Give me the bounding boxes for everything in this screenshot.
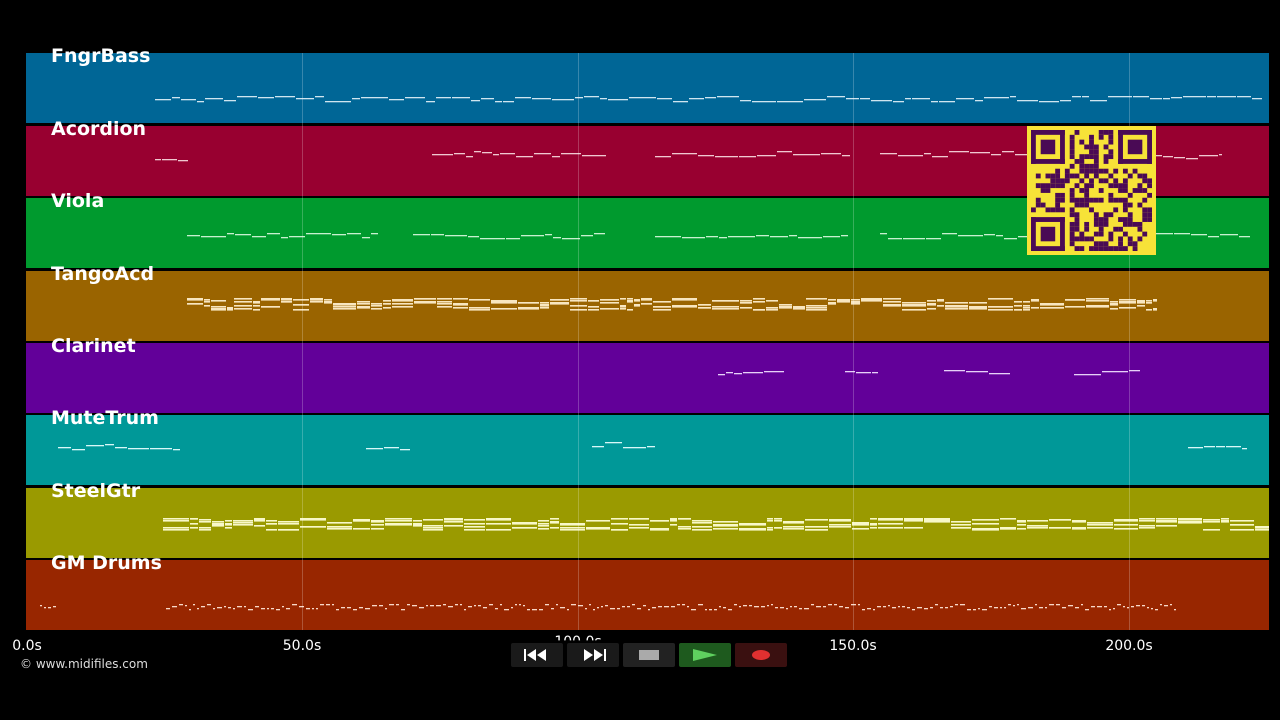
track-label: MuteTrum [51, 407, 159, 429]
track-label: SteelGtr [51, 480, 141, 502]
copyright-text: © www.midifiles.com [20, 657, 148, 671]
gridline [302, 53, 303, 630]
rewind-button[interactable] [511, 643, 563, 667]
rewind-icon [524, 649, 546, 661]
play-icon [693, 649, 717, 661]
fast-forward-button[interactable] [567, 643, 619, 667]
track-label: Viola [51, 190, 105, 212]
gridline [1129, 53, 1130, 630]
gridline [578, 53, 579, 630]
track-label: Acordion [51, 118, 147, 140]
transport-controls [511, 643, 787, 667]
gridline [853, 53, 854, 630]
track-label: FngrBass [51, 45, 151, 67]
play-button[interactable] [679, 643, 731, 667]
qr-code-pattern [1031, 130, 1152, 251]
time-tick-label: 200.0s [1105, 638, 1153, 654]
track-lane-steelgtr: SteelGtr [26, 480, 1269, 558]
record-icon [752, 650, 770, 660]
track-label: Clarinet [51, 335, 136, 357]
track-lane-fngrbass: FngrBass [26, 45, 1269, 123]
stop-button[interactable] [623, 643, 675, 667]
qr-code [1027, 126, 1156, 255]
track-label: TangoAcd [51, 263, 155, 285]
time-tick-label: 150.0s [829, 638, 877, 654]
track-lane-clarinet: Clarinet [26, 335, 1269, 413]
track-lane-gm-drums: GM Drums [26, 552, 1269, 630]
time-tick-label: 0.0s [12, 638, 42, 654]
track-label: GM Drums [51, 552, 162, 574]
fast-forward-icon [584, 649, 606, 661]
track-lane-tangoacd: TangoAcd [26, 263, 1269, 341]
record-button[interactable] [735, 643, 787, 667]
stop-icon [639, 650, 659, 660]
time-tick-label: 50.0s [282, 638, 322, 654]
time-tick-label: 100.0s [554, 634, 602, 650]
track-lane-mutetrum: MuteTrum [26, 407, 1269, 485]
